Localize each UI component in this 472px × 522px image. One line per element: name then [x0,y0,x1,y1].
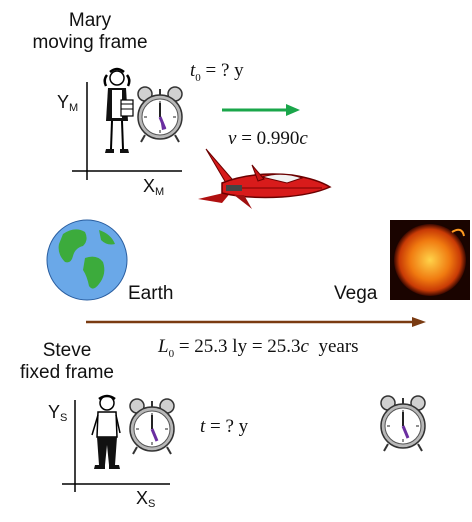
rocket-icon [198,148,332,209]
steve-y-axis-label: YS [48,402,68,424]
mary-time-equation: t0 = ? y [190,60,244,84]
steve-frame-label: fixed frame [20,362,114,383]
steve-name: Steve [42,340,92,361]
mary-y-axis-label: YM [57,92,79,114]
vega-label: Vega [334,283,378,304]
mary-title: Mary moving frame [30,10,150,54]
velocity-equation: v = 0.990c [228,128,308,149]
distance-equation: L0 = 25.3 ly = 25.3c years [158,336,359,360]
steve-time-equation: t = ? y [200,416,249,437]
sun-star-icon [390,220,470,300]
steve-alarm-clock-icon [129,398,175,455]
earth-globe-icon [46,219,128,301]
steve-title: Steve fixed frame [2,340,132,384]
mary-x-axis-label: XM [143,176,165,198]
mary-name: Mary [68,10,112,31]
steve-x-axis-label: XS [136,488,156,510]
vega-alarm-clock-icon [380,395,426,452]
steve-person-icon [91,394,121,469]
mary-frame-label: moving frame [32,32,148,53]
earth-label: Earth [128,283,174,304]
mary-person-icon [103,67,134,153]
mary-alarm-clock-icon [137,86,183,143]
